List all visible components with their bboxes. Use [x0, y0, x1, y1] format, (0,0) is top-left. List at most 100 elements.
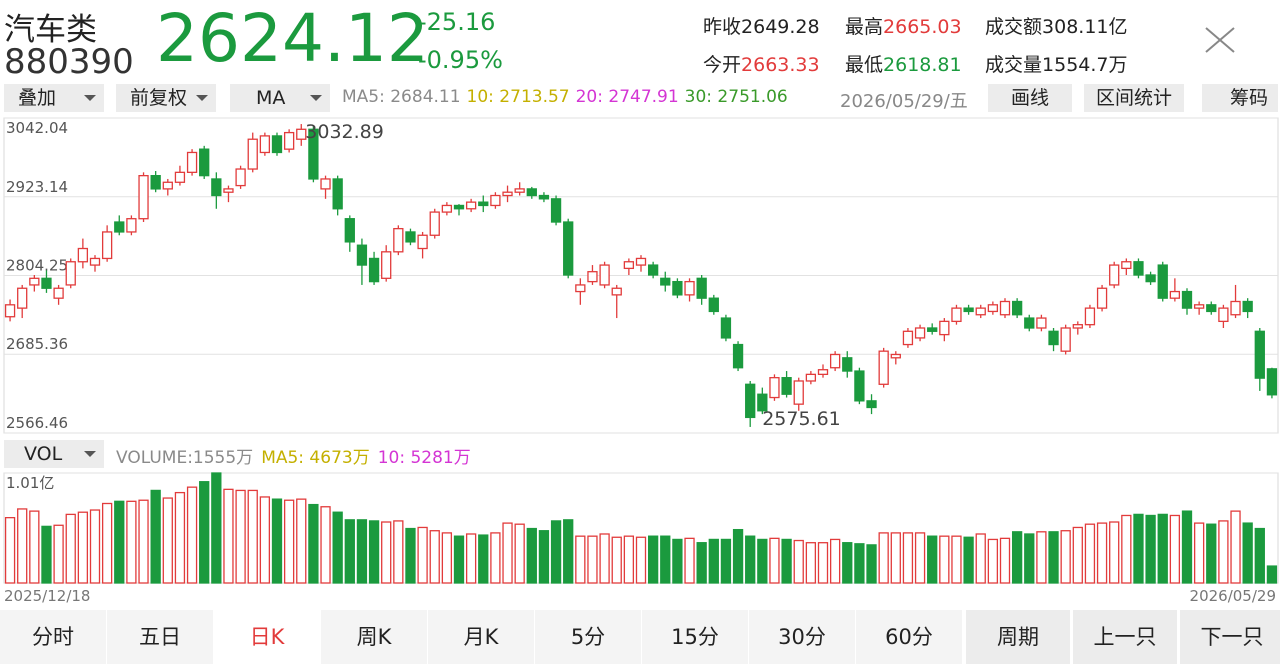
- candle-body: [902, 330, 914, 346]
- volume-bar: [211, 472, 222, 584]
- candle-body: [29, 277, 40, 286]
- volume-bar: [1193, 522, 1205, 584]
- volume-bar: [684, 537, 695, 584]
- period-tab[interactable]: 周期: [963, 610, 1070, 664]
- end-date: 2026/05/29: [1189, 587, 1276, 605]
- candle-body: [235, 168, 246, 187]
- candle-body: [999, 300, 1011, 316]
- stat-label: 成交额: [985, 16, 1043, 38]
- candle-body: [259, 135, 271, 154]
- overlay-dropdown[interactable]: 叠加: [4, 84, 104, 112]
- close-icon[interactable]: [1205, 27, 1235, 53]
- stat: 最低2618.81: [845, 50, 962, 77]
- volume-bar: [1133, 513, 1144, 584]
- stat-value: 2618.81: [883, 54, 962, 76]
- volume-bar: [720, 538, 732, 584]
- volume-bar: [101, 502, 113, 584]
- volume-bar: [1096, 522, 1108, 584]
- ma-label: 30: 2751.06: [684, 87, 788, 107]
- adjust-dropdown[interactable]: 前复权: [116, 84, 216, 112]
- volume-bar: [817, 542, 829, 584]
- candle-body: [684, 280, 695, 296]
- draw-button[interactable]: 画线: [988, 84, 1072, 112]
- volume-bar: [1145, 514, 1156, 584]
- volume-bar: [271, 498, 283, 584]
- volume-bar: [1169, 514, 1181, 584]
- volume-bar: [283, 499, 295, 584]
- volume-bar: [866, 544, 877, 584]
- candle-body: [368, 257, 380, 283]
- volume-bar: [1011, 531, 1023, 584]
- vol-label: VOLUME:1555万: [116, 448, 254, 468]
- volume-bar: [635, 536, 647, 584]
- vol-label: 10: 5281万: [377, 448, 471, 468]
- candle-body: [344, 218, 355, 243]
- volume-bar: [138, 499, 149, 584]
- candle-body: [1072, 324, 1083, 329]
- candle-body: [223, 188, 234, 193]
- period-tab[interactable]: 分时: [0, 610, 106, 664]
- chip-button[interactable]: 筹码: [1202, 84, 1278, 112]
- candle-body: [939, 320, 950, 336]
- volume-bar: [963, 536, 974, 584]
- stat: 成交额308.11亿: [985, 12, 1128, 39]
- candle-body: [393, 227, 404, 253]
- candle-body: [296, 128, 307, 140]
- candle-body: [1145, 274, 1156, 283]
- volume-bar: [538, 530, 550, 584]
- candle-body: [211, 178, 222, 197]
- period-tab[interactable]: 15分: [642, 610, 748, 664]
- stat-label: 最高: [845, 16, 884, 38]
- candle-body: [1024, 317, 1035, 329]
- ma-label: MA5: 2684.11: [342, 87, 461, 107]
- candle-body: [1096, 287, 1108, 309]
- candle-body: [162, 181, 173, 190]
- max-label: 3032.89: [305, 121, 384, 143]
- candle-body: [672, 280, 683, 296]
- period-tab[interactable]: 下一只: [1177, 610, 1280, 664]
- candle-body: [1266, 368, 1278, 396]
- volume-bar: [587, 535, 598, 584]
- period-tab[interactable]: 60分: [856, 610, 962, 664]
- volume-bar: [453, 535, 465, 584]
- candle-body: [271, 135, 283, 154]
- volume-bar: [575, 535, 586, 584]
- volume-bar: [550, 520, 562, 584]
- period-tab[interactable]: 五日: [107, 610, 213, 664]
- period-tab[interactable]: 5分: [535, 610, 641, 664]
- candle-body: [1157, 264, 1168, 299]
- candle-body: [550, 198, 562, 223]
- range-stat-button[interactable]: 区间统计: [1084, 84, 1184, 112]
- candle-body: [829, 353, 841, 369]
- volume-bar: [611, 536, 622, 584]
- period-tab[interactable]: 月K: [428, 610, 534, 664]
- candle-body: [308, 128, 319, 180]
- volume-bar: [296, 498, 307, 584]
- period-tab[interactable]: 30分: [749, 610, 855, 664]
- volume-bar: [563, 519, 574, 584]
- vol-label: MA5: 4673万: [261, 448, 370, 468]
- volume-bar: [1157, 513, 1168, 584]
- date: 2026/05/29/五: [840, 91, 968, 112]
- vol-dropdown[interactable]: VOL: [4, 440, 104, 468]
- period-tab[interactable]: 周K: [321, 610, 427, 664]
- candle-body: [623, 261, 635, 270]
- period-tab[interactable]: 日K: [214, 610, 320, 664]
- volume-bar: [732, 528, 744, 584]
- volume-bar: [805, 542, 817, 584]
- stat-value: 2663.33: [741, 54, 820, 76]
- candle-body: [575, 284, 586, 293]
- candle-body: [1109, 264, 1120, 286]
- candle-body: [854, 370, 865, 402]
- candle-body: [1242, 300, 1253, 313]
- volume-bar: [696, 542, 707, 584]
- volume-bar: [478, 534, 489, 584]
- candle-body: [381, 251, 392, 279]
- candle-body: [769, 377, 780, 399]
- volume-bar: [526, 527, 537, 584]
- period-tab[interactable]: 上一只: [1070, 610, 1177, 664]
- volume-bar: [1121, 514, 1132, 584]
- change: -25.16: [418, 8, 496, 36]
- volume-bar: [174, 491, 186, 584]
- indicator-dropdown[interactable]: MA: [230, 84, 330, 112]
